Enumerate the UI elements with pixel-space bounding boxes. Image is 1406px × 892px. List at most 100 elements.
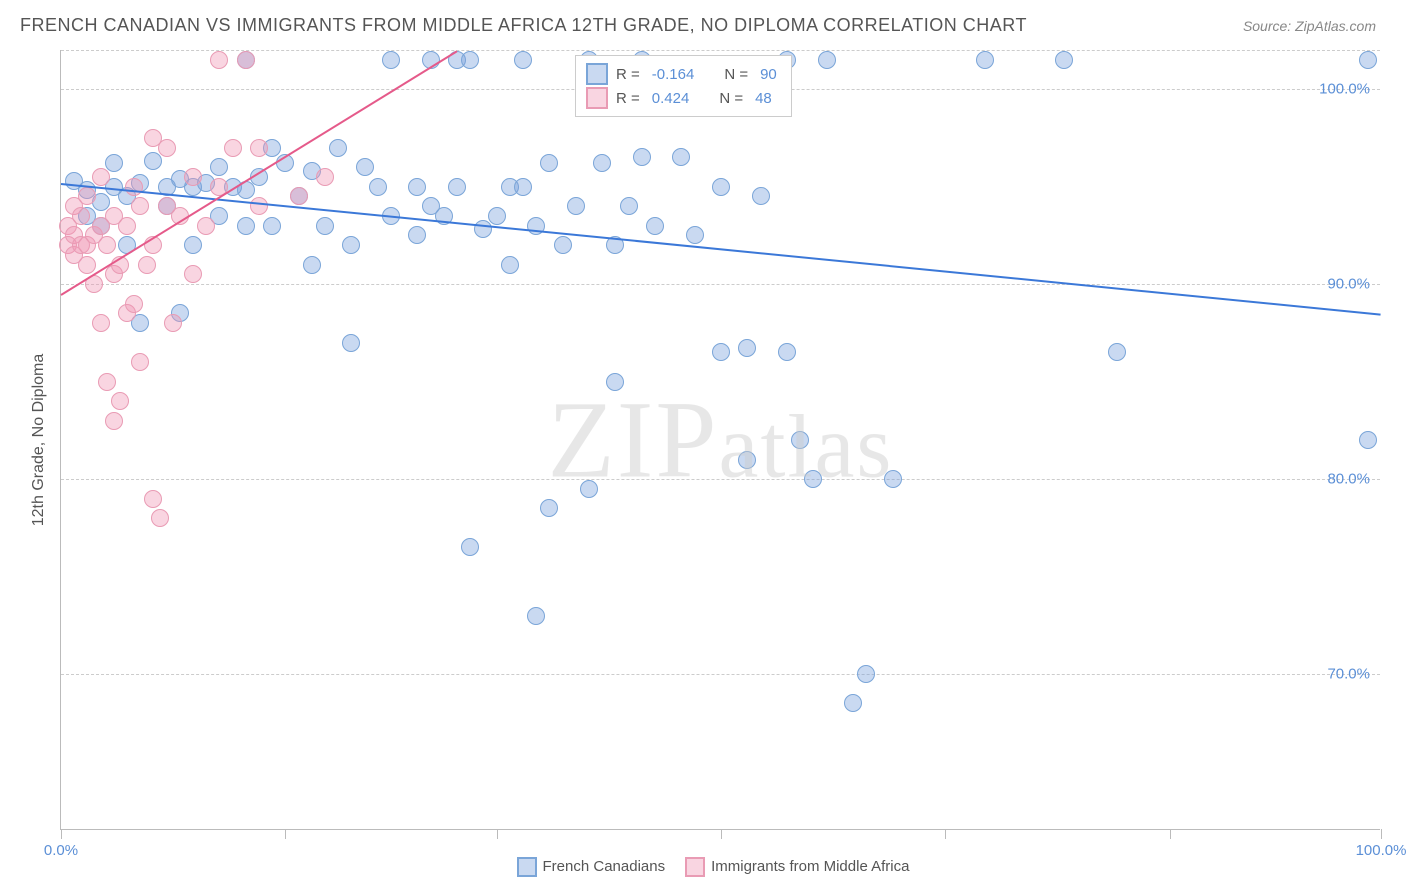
data-point: [804, 470, 822, 488]
data-point: [580, 480, 598, 498]
legend-r-label: R =: [616, 90, 640, 107]
data-point: [316, 217, 334, 235]
data-point: [540, 499, 558, 517]
legend-r-label: R =: [616, 66, 640, 83]
data-point: [72, 207, 90, 225]
data-point: [290, 187, 308, 205]
data-point: [131, 353, 149, 371]
data-point: [98, 236, 116, 254]
data-point: [369, 178, 387, 196]
data-point: [474, 220, 492, 238]
data-point: [356, 158, 374, 176]
x-tick: [1381, 829, 1382, 839]
data-point: [224, 139, 242, 157]
data-point: [210, 51, 228, 69]
data-point: [752, 187, 770, 205]
data-point: [633, 148, 651, 166]
data-point: [303, 256, 321, 274]
data-point: [92, 168, 110, 186]
data-point: [158, 139, 176, 157]
data-point: [144, 490, 162, 508]
data-point: [408, 178, 426, 196]
y-tick-label: 90.0%: [1327, 276, 1370, 293]
data-point: [527, 607, 545, 625]
legend-series-label: Immigrants from Middle Africa: [711, 858, 909, 875]
data-point: [712, 343, 730, 361]
data-point: [342, 236, 360, 254]
data-point: [461, 538, 479, 556]
data-point: [329, 139, 347, 157]
data-point: [857, 665, 875, 683]
data-point: [105, 154, 123, 172]
data-point: [111, 392, 129, 410]
x-tick: [497, 829, 498, 839]
chart-title: FRENCH CANADIAN VS IMMIGRANTS FROM MIDDL…: [20, 15, 1027, 36]
source-attribution: Source: ZipAtlas.com: [1243, 18, 1376, 34]
data-point: [738, 339, 756, 357]
x-tick: [945, 829, 946, 839]
y-tick-label: 80.0%: [1327, 471, 1370, 488]
legend-swatch: [586, 87, 608, 109]
data-point: [144, 152, 162, 170]
data-point: [105, 412, 123, 430]
data-point: [778, 343, 796, 361]
data-point: [92, 314, 110, 332]
data-point: [78, 187, 96, 205]
x-tick: [61, 829, 62, 839]
data-point: [514, 178, 532, 196]
data-point: [316, 168, 334, 186]
data-point: [382, 51, 400, 69]
legend-swatch: [685, 857, 705, 877]
data-point: [1359, 51, 1377, 69]
data-point: [138, 256, 156, 274]
data-point: [606, 373, 624, 391]
data-point: [131, 197, 149, 215]
data-point: [408, 226, 426, 244]
data-point: [1108, 343, 1126, 361]
data-point: [554, 236, 572, 254]
legend-n-label: N =: [724, 66, 748, 83]
legend-swatch: [517, 857, 537, 877]
data-point: [514, 51, 532, 69]
legend-series-label: French Canadians: [543, 858, 666, 875]
gridline: [61, 50, 1380, 51]
data-point: [118, 217, 136, 235]
watermark-text: ZIPatlas: [548, 376, 894, 503]
data-point: [488, 207, 506, 225]
trend-line: [61, 183, 1381, 316]
data-point: [672, 148, 690, 166]
legend-n-value: 48: [751, 90, 776, 107]
data-point: [567, 197, 585, 215]
data-point: [210, 158, 228, 176]
data-point: [125, 295, 143, 313]
data-point: [342, 334, 360, 352]
data-point: [818, 51, 836, 69]
gridline: [61, 479, 1380, 480]
data-point: [98, 373, 116, 391]
data-point: [184, 265, 202, 283]
y-tick-label: 70.0%: [1327, 666, 1370, 683]
data-point: [844, 694, 862, 712]
trend-line: [60, 50, 457, 295]
y-axis-label: 12th Grade, No Diploma: [30, 354, 48, 527]
correlation-legend: R =-0.164N =90R =0.424N =48: [575, 55, 792, 117]
data-point: [237, 217, 255, 235]
data-point: [151, 509, 169, 527]
data-point: [164, 314, 182, 332]
x-tick: [285, 829, 286, 839]
legend-r-value: -0.164: [648, 66, 699, 83]
legend-swatch: [586, 63, 608, 85]
data-point: [461, 51, 479, 69]
data-point: [646, 217, 664, 235]
data-point: [197, 217, 215, 235]
data-point: [250, 139, 268, 157]
data-point: [540, 154, 558, 172]
data-point: [237, 51, 255, 69]
data-point: [1359, 431, 1377, 449]
data-point: [976, 51, 994, 69]
legend-n-value: 90: [756, 66, 781, 83]
legend-row: R = -0.164 N = 90: [586, 62, 781, 86]
y-tick-label: 100.0%: [1319, 81, 1370, 98]
data-point: [250, 197, 268, 215]
data-point: [593, 154, 611, 172]
